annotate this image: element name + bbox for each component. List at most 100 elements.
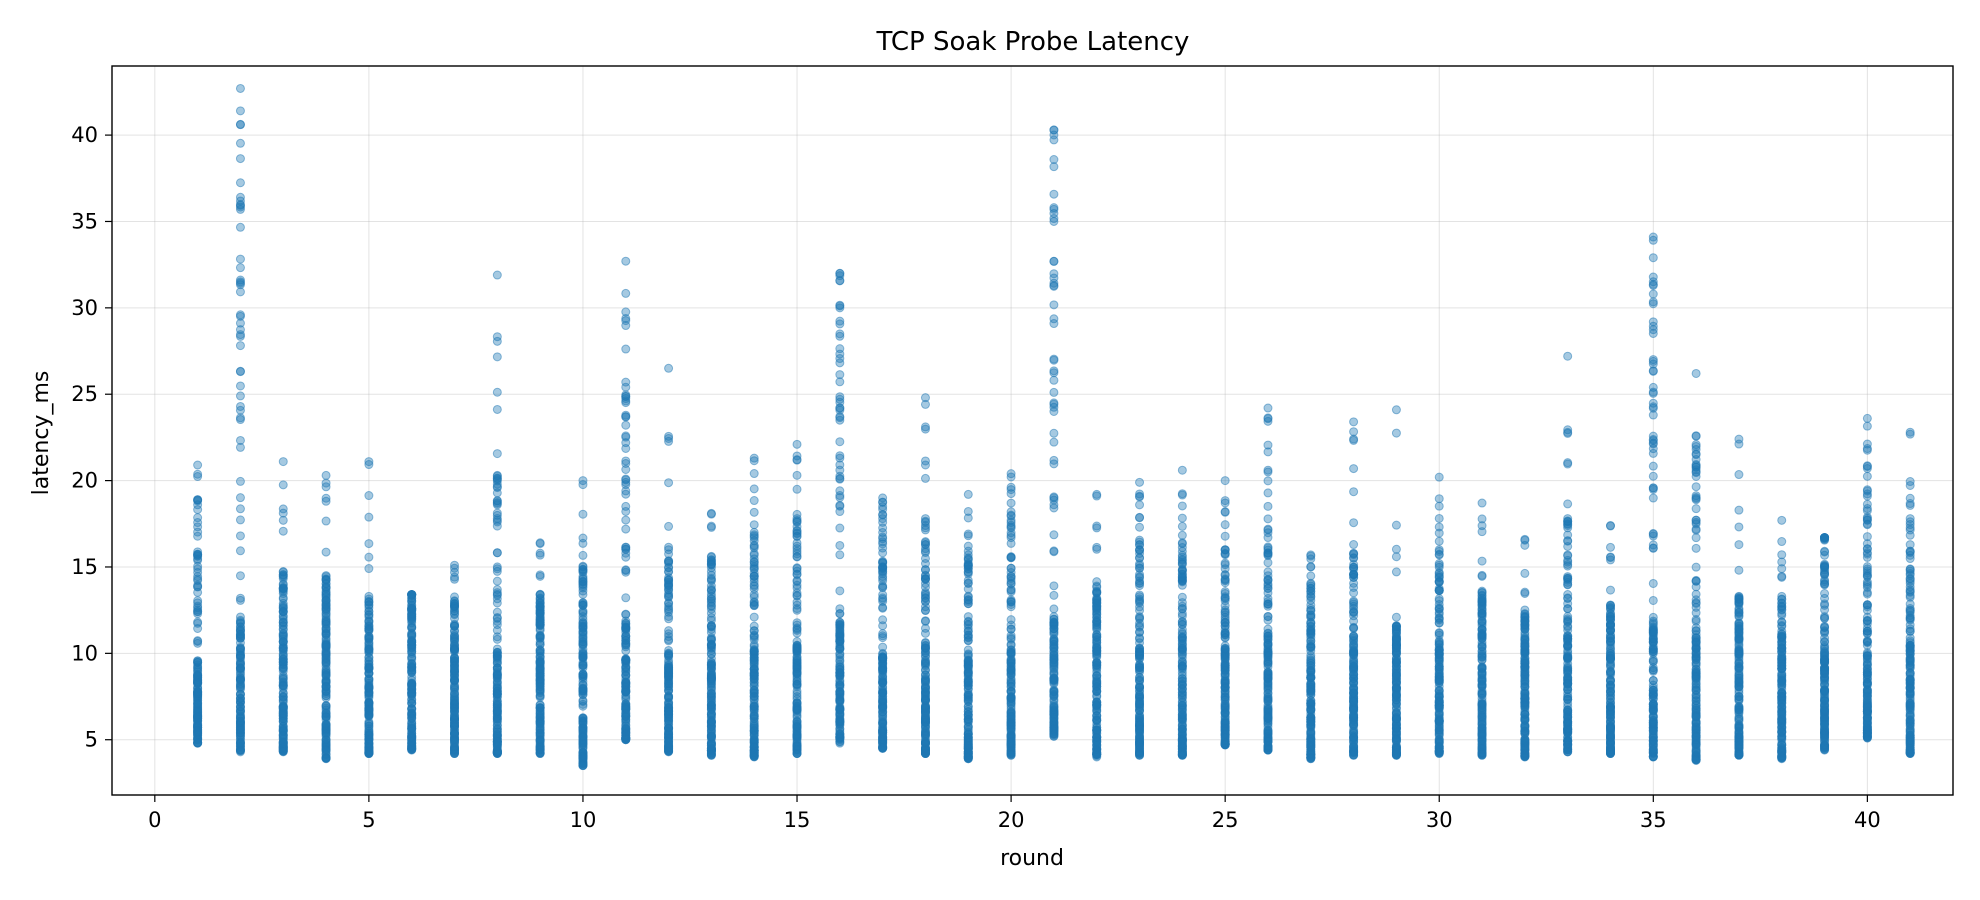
data-point [835,550,845,560]
data-point [878,514,888,524]
data-point [963,727,973,737]
data-point [492,649,502,659]
data-point [1349,599,1359,609]
data-point [1049,653,1059,663]
data-point [364,616,374,626]
data-point [1349,639,1359,649]
data-point [621,307,631,317]
data-point [1006,711,1016,721]
data-point [621,480,631,490]
data-point [1220,607,1230,617]
data-point [1049,428,1059,438]
data-point [1391,567,1401,577]
data-point [1135,500,1145,510]
data-point [1349,564,1359,574]
data-point [1135,537,1145,547]
data-point [235,653,245,663]
data-point [321,754,331,764]
data-point [1049,437,1059,447]
data-point [1391,714,1401,724]
data-point [193,460,203,470]
data-point [1349,719,1359,729]
data-point [664,702,674,712]
data-point [193,582,203,592]
data-point [1092,609,1102,619]
data-point [1049,636,1059,646]
data-point [878,678,888,688]
data-point [706,717,716,727]
data-point [235,476,245,486]
data-point [321,616,331,626]
data-point [1349,658,1359,668]
data-point [1006,721,1016,731]
data-point [235,405,245,415]
data-point [1263,713,1273,723]
data-point [835,451,845,461]
data-point [1306,665,1316,675]
data-point [193,547,203,557]
data-point [621,256,631,266]
data-point [1391,544,1401,554]
data-point [1006,528,1016,538]
data-point [235,701,245,711]
data-point [193,598,203,608]
data-point [963,655,973,665]
data-point [578,581,588,591]
data-point [1349,709,1359,719]
data-point [1220,545,1230,555]
data-point [1135,513,1145,523]
data-point [492,332,502,342]
data-point [1177,521,1187,531]
data-point [749,550,759,560]
data-point [1135,661,1145,671]
data-point [706,555,716,565]
data-point [321,600,331,610]
data-point [835,403,845,413]
data-point [1006,633,1016,643]
data-point [749,612,759,622]
data-point [1177,735,1187,745]
data-point [792,439,802,449]
data-point [1049,581,1059,591]
data-point [963,579,973,589]
data-point [664,590,674,600]
data-point [535,749,545,759]
data-point [364,591,374,601]
data-point [1220,570,1230,580]
data-point [578,476,588,486]
data-point [193,561,203,571]
data-point [364,691,374,701]
data-point [920,605,930,615]
data-point [235,275,245,285]
data-point [235,595,245,605]
data-point [664,582,674,592]
data-point [749,527,759,537]
data-point [1006,679,1016,689]
data-point [792,591,802,601]
data-point [1349,650,1359,660]
data-point [1049,690,1059,700]
data-point [792,722,802,732]
data-point [1135,597,1145,607]
data-point [1263,657,1273,667]
data-point [1092,752,1102,762]
data-point [749,520,759,530]
data-point [792,604,802,614]
data-point [621,735,631,745]
data-point [1220,678,1230,688]
data-point [235,713,245,723]
data-point [1391,750,1401,760]
data-point [878,528,888,538]
data-point [835,715,845,725]
data-point [1177,538,1187,548]
data-point [1177,513,1187,523]
data-point [963,746,973,756]
data-point [749,730,759,740]
data-point [535,729,545,739]
data-point [706,508,716,518]
data-point [235,747,245,757]
data-point [1135,522,1145,532]
data-point [193,505,203,515]
data-point [364,663,374,673]
data-point [492,513,502,523]
